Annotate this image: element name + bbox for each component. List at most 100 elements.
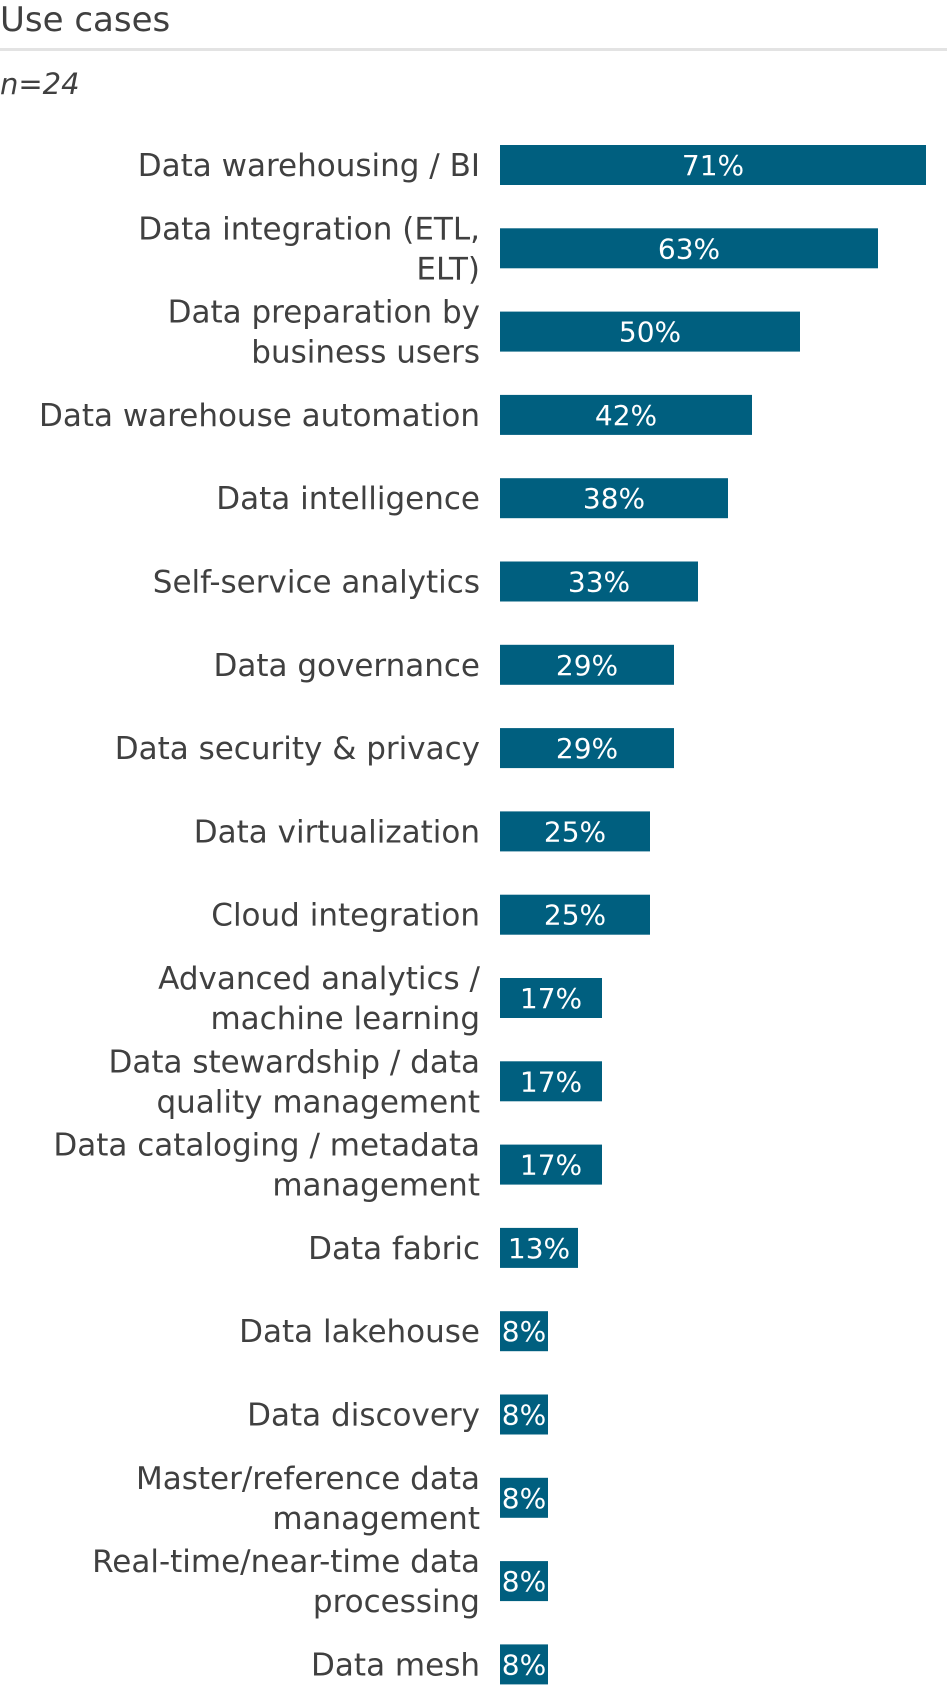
bar-value-label: 8% bbox=[502, 1648, 546, 1681]
category-label-line: Data warehousing / BI bbox=[138, 148, 480, 184]
bar bbox=[500, 228, 878, 269]
category-label-line: ELT) bbox=[416, 251, 480, 287]
category-label-line: machine learning bbox=[210, 1001, 480, 1037]
bar-row: 42% Data warehouse automation bbox=[39, 394, 752, 435]
bar-row: 8% Data lakehouse bbox=[239, 1311, 548, 1352]
bar-value-label: 17% bbox=[520, 982, 582, 1015]
bar-row: 13% Data fabric bbox=[308, 1227, 578, 1268]
bar-row: 8% Real-time/near-time data processing bbox=[92, 1544, 548, 1620]
bar bbox=[500, 1311, 548, 1352]
category-label: Data stewardship / data quality managemen… bbox=[108, 1044, 480, 1120]
category-label: Data integration (ETL, ELT) bbox=[138, 211, 480, 287]
bar-value-label: 71% bbox=[682, 149, 744, 182]
category-label-line: Data intelligence bbox=[216, 481, 480, 517]
bar bbox=[500, 894, 650, 935]
category-label: Advanced analytics / machine learning bbox=[158, 961, 480, 1037]
bar-value-label: 29% bbox=[556, 732, 618, 765]
bar-value-label: 8% bbox=[502, 1399, 546, 1432]
bar-value-label: 63% bbox=[658, 232, 720, 265]
category-label-line: Data warehouse automation bbox=[39, 398, 480, 434]
category-label-line: Data security & privacy bbox=[115, 731, 480, 767]
bar bbox=[500, 644, 674, 685]
bar-row: 29% Data governance bbox=[213, 644, 674, 685]
category-label-line: Data virtualization bbox=[194, 814, 480, 850]
sample-size-note: n=24 bbox=[0, 67, 80, 101]
bar-row: 33% Self-service analytics bbox=[153, 561, 698, 602]
bar-row: 17% Data stewardship / data quality manage… bbox=[108, 1044, 602, 1120]
bar-value-label: 50% bbox=[619, 316, 681, 349]
category-label-line: Master/reference data bbox=[136, 1461, 480, 1497]
category-label: Real-time/near-time data processing bbox=[92, 1544, 480, 1620]
bar bbox=[500, 1477, 548, 1518]
bar bbox=[500, 478, 728, 519]
bar-row: 8% Data discovery bbox=[247, 1394, 548, 1435]
bar-value-label: 25% bbox=[544, 815, 606, 848]
bar-value-label: 8% bbox=[502, 1482, 546, 1515]
category-label-line: processing bbox=[313, 1584, 480, 1620]
bar bbox=[500, 728, 674, 769]
category-label-line: Data mesh bbox=[311, 1647, 480, 1683]
category-label-line: Data governance bbox=[213, 648, 480, 684]
bar-row: 29% Data security & privacy bbox=[115, 728, 674, 769]
bar bbox=[500, 311, 800, 352]
title-divider bbox=[0, 48, 947, 51]
category-label: Master/reference data management bbox=[136, 1461, 480, 1537]
category-label-line: management bbox=[272, 1168, 480, 1204]
category-label: Data security & privacy bbox=[115, 731, 480, 767]
category-label: Data cataloging / metadata management bbox=[53, 1128, 480, 1204]
bar bbox=[500, 1394, 548, 1435]
category-label-line: Data preparation by bbox=[168, 295, 480, 331]
category-label-line: Data discovery bbox=[247, 1398, 480, 1434]
bar-value-label: 13% bbox=[508, 1232, 570, 1265]
bar bbox=[500, 1144, 602, 1185]
category-label-line: business users bbox=[251, 335, 480, 371]
bar bbox=[500, 811, 650, 852]
chart-title: Use cases bbox=[0, 0, 171, 40]
category-label: Data governance bbox=[213, 648, 480, 684]
category-label-line: Data cataloging / metadata bbox=[53, 1128, 480, 1164]
category-label: Data discovery bbox=[247, 1398, 480, 1434]
category-label-line: Advanced analytics / bbox=[158, 961, 480, 997]
bar-row: 25% Cloud integration bbox=[211, 894, 650, 935]
category-label: Cloud integration bbox=[211, 898, 480, 934]
category-label-line: Self-service analytics bbox=[153, 565, 480, 601]
bar-value-label: 25% bbox=[544, 899, 606, 932]
bar bbox=[500, 978, 602, 1018]
bar-value-label: 42% bbox=[595, 399, 657, 432]
bar-value-label: 38% bbox=[583, 482, 645, 515]
bar-value-label: 29% bbox=[556, 649, 618, 682]
category-label-line: Data fabric bbox=[308, 1231, 480, 1267]
bar-row: 8% Data mesh bbox=[311, 1644, 548, 1685]
category-label-line: management bbox=[272, 1501, 480, 1537]
category-label: Data warehouse automation bbox=[39, 398, 480, 434]
category-label: Data virtualization bbox=[194, 814, 480, 850]
bar-value-label: 33% bbox=[568, 566, 630, 599]
category-label: Data preparation by business users bbox=[168, 295, 480, 371]
bar-row: 8% Master/reference data management bbox=[136, 1461, 548, 1537]
bar-value-label: 17% bbox=[520, 1065, 582, 1098]
bar bbox=[500, 561, 698, 602]
bar bbox=[500, 1061, 602, 1102]
category-label: Data mesh bbox=[311, 1647, 480, 1683]
bar-row: 71% Data warehousing / BI bbox=[138, 145, 926, 185]
bar-row: 38% Data intelligence bbox=[216, 478, 728, 519]
bar-row: 17% Data cataloging / metadata management bbox=[53, 1128, 602, 1204]
bar-row: 50% Data preparation by business users bbox=[168, 295, 800, 371]
bar-value-label: 17% bbox=[520, 1149, 582, 1182]
category-label-line: Cloud integration bbox=[211, 898, 480, 934]
bar bbox=[500, 1561, 548, 1602]
category-label-line: Data lakehouse bbox=[239, 1314, 480, 1350]
category-label-line: Real-time/near-time data bbox=[92, 1544, 480, 1580]
category-label-line: quality management bbox=[156, 1084, 480, 1120]
bar bbox=[500, 394, 752, 435]
bar bbox=[500, 145, 926, 185]
category-label: Self-service analytics bbox=[153, 565, 480, 601]
bar-row: 25% Data virtualization bbox=[194, 811, 650, 852]
category-label-line: Data stewardship / data bbox=[108, 1044, 480, 1080]
category-label: Data warehousing / BI bbox=[138, 148, 480, 184]
bar-value-label: 8% bbox=[502, 1315, 546, 1348]
bar-row: 63% Data integration (ETL, ELT) bbox=[138, 211, 878, 287]
bar-value-label: 8% bbox=[502, 1565, 546, 1598]
category-label: Data fabric bbox=[308, 1231, 480, 1267]
